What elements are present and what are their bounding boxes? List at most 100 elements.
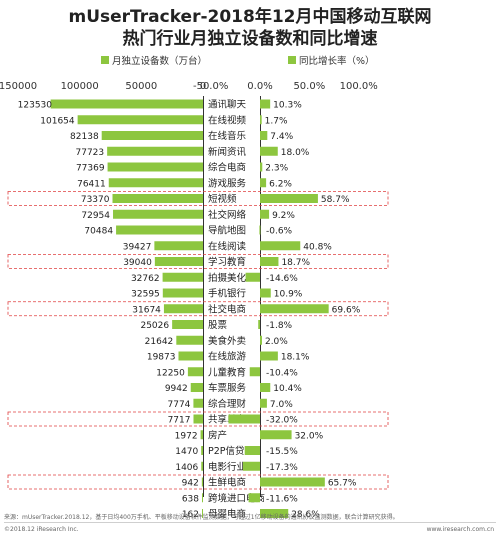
growth-bar <box>258 320 260 329</box>
growth-bar <box>260 209 270 219</box>
devices-value-label: 39040 <box>123 258 152 268</box>
category-label: 导航地图 <box>208 225 246 237</box>
devices-value-label: 32595 <box>131 290 160 300</box>
devices-value-label: 72954 <box>81 211 110 221</box>
growth-bar <box>260 477 325 487</box>
category-label: P2P信贷 <box>208 445 245 457</box>
right-axis-tick-label: -50.0% <box>193 81 228 92</box>
devices-bar <box>107 162 203 172</box>
growth-bar <box>260 383 271 392</box>
growth-bar <box>259 225 261 235</box>
devices-bar <box>190 383 203 392</box>
growth-value-label: 32.0% <box>295 431 324 441</box>
footer-copyright: ©2018.12 iResearch Inc. <box>4 526 79 533</box>
growth-value-label: 6.2% <box>269 179 292 189</box>
category-label: 游戏服务 <box>208 177 247 189</box>
devices-value-label: 32762 <box>131 274 160 284</box>
growth-bar <box>260 241 301 251</box>
devices-bar <box>193 398 203 408</box>
left-axis-tick-label: 150000 <box>0 81 37 92</box>
devices-bar <box>162 272 203 282</box>
growth-value-label: -11.6% <box>266 494 298 504</box>
category-label: 在线音乐 <box>208 130 247 142</box>
devices-value-label: 76411 <box>77 179 106 189</box>
growth-value-label: 18.1% <box>281 353 310 363</box>
devices-value-label: 638 <box>182 494 199 504</box>
category-label: 学习教育 <box>208 256 246 268</box>
growth-bar <box>245 272 260 282</box>
category-label: 社交网络 <box>208 209 247 221</box>
devices-bar <box>201 461 203 471</box>
right-axis-tick-label: 50.0% <box>293 81 325 92</box>
highlight-box <box>7 191 389 206</box>
growth-value-label: -17.3% <box>266 463 298 473</box>
growth-value-label: -0.6% <box>266 227 293 237</box>
growth-bar <box>260 335 262 345</box>
devices-bar <box>154 257 203 266</box>
devices-value-label: 77723 <box>76 148 105 158</box>
devices-bar <box>162 288 203 298</box>
growth-bar <box>260 351 278 361</box>
devices-bar <box>101 131 203 140</box>
growth-value-label: -10.4% <box>266 368 298 378</box>
devices-value-label: 942 <box>182 479 199 489</box>
growth-bar <box>260 194 318 203</box>
category-label: 新闻资讯 <box>208 146 247 158</box>
devices-bar <box>202 509 203 518</box>
devices-value-label: 70484 <box>84 227 113 237</box>
growth-value-label: 10.3% <box>273 101 302 111</box>
highlight-box <box>7 474 389 490</box>
footer-source: 来源：mUserTracker.2018.12，基于日均400万手机、平板移动设… <box>4 514 399 521</box>
growth-value-label: 2.3% <box>265 164 288 174</box>
category-label: 儿童教育 <box>208 366 246 378</box>
devices-bar <box>176 335 203 345</box>
footer-divider <box>4 522 496 523</box>
devices-bar <box>200 430 203 440</box>
growth-value-label: 18.0% <box>281 148 310 158</box>
category-label: 母婴电商 <box>208 508 246 520</box>
devices-bar <box>187 367 203 377</box>
growth-bar <box>260 304 329 314</box>
devices-value-label: 1470 <box>175 447 198 457</box>
devices-bar <box>154 241 203 251</box>
devices-value-label: 25026 <box>140 321 169 331</box>
devices-bar <box>116 225 203 235</box>
devices-value-label: 12250 <box>156 368 185 378</box>
growth-value-label: 10.4% <box>273 384 302 394</box>
devices-bar <box>178 351 203 361</box>
growth-bar <box>260 162 263 172</box>
legend-label-growth: 同比增长率（%） <box>299 55 375 67</box>
growth-bar <box>244 446 260 455</box>
devices-value-label: 21642 <box>145 337 174 347</box>
growth-bar <box>260 288 271 298</box>
category-label: 在线视频 <box>208 114 247 126</box>
growth-value-label: 7.0% <box>270 400 293 410</box>
devices-value-label: 9942 <box>165 384 188 394</box>
growth-bar <box>260 257 279 266</box>
devices-value-label: 162 <box>182 510 199 520</box>
growth-bar <box>260 430 292 440</box>
devices-value-label: 77369 <box>76 164 105 174</box>
growth-bar <box>260 178 267 188</box>
growth-bar <box>228 414 260 424</box>
growth-bar <box>249 367 260 377</box>
category-label: 通讯聊天 <box>208 99 247 111</box>
devices-bar <box>193 414 203 424</box>
growth-value-label: 28.6% <box>291 510 320 520</box>
category-label: 手机银行 <box>208 288 247 300</box>
footer-site: www.iresearch.com.cn <box>426 526 494 533</box>
growth-value-label: 69.6% <box>332 305 361 315</box>
growth-bar <box>248 493 260 503</box>
growth-value-label: -1.8% <box>266 321 293 331</box>
growth-value-label: 2.0% <box>265 337 288 347</box>
devices-bar <box>202 493 203 503</box>
legend-swatch-devices <box>101 56 109 64</box>
devices-bar <box>172 320 203 329</box>
growth-value-label: 40.8% <box>303 242 332 252</box>
devices-value-label: 7774 <box>168 400 191 410</box>
growth-value-label: -14.6% <box>266 274 298 284</box>
category-label: 股票 <box>208 320 228 331</box>
right-axis-tick-label: 100.0% <box>340 81 378 92</box>
growth-bar <box>260 398 267 408</box>
category-label: 在线旅游 <box>208 351 247 363</box>
